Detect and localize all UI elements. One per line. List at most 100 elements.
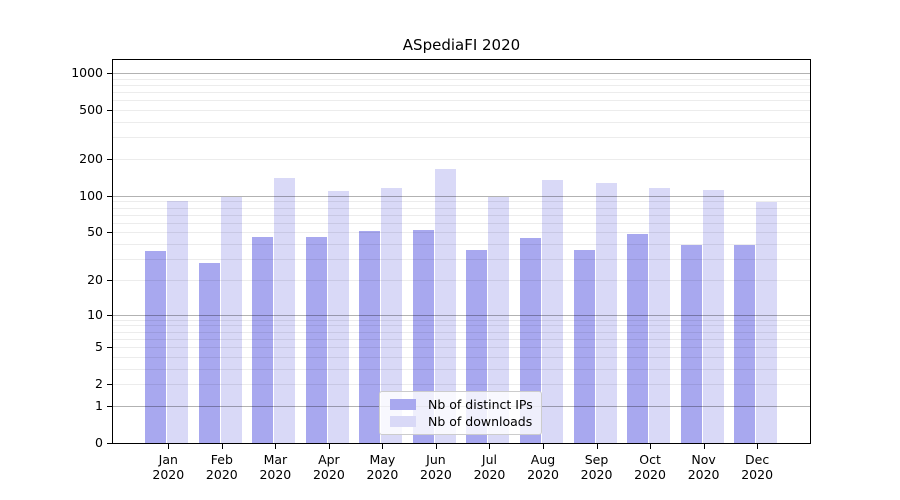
- bar-downloads-Jul-2020: [488, 197, 510, 443]
- minor-gridline: [113, 259, 810, 261]
- x-tick-mark: [543, 444, 544, 449]
- x-tick-mark: [757, 444, 759, 449]
- y-tick-mark: [107, 384, 112, 386]
- x-tick-label: Jan 2020: [152, 452, 185, 482]
- y-tick-mark: [107, 195, 112, 197]
- minor-gridline: [113, 92, 810, 94]
- y-tick-label: 2: [95, 376, 103, 392]
- y-tick-label: 10: [87, 306, 103, 322]
- x-tick-label: Oct 2020: [634, 452, 666, 482]
- x-tick-label: Aug 2020: [527, 452, 559, 482]
- x-tick-mark: [435, 444, 437, 449]
- legend-row-distinct-ips: Nb of distinct IPs: [380, 396, 541, 412]
- legend-label-distinct-ips: Nb of distinct IPs: [428, 396, 533, 412]
- bar-distinct-ips-Nov-2020: [680, 245, 702, 443]
- legend: Nb of distinct IPs Nb of downloads: [379, 391, 542, 435]
- minor-gridline: [113, 222, 810, 224]
- major-gridline: [113, 314, 810, 316]
- left-spine: [112, 59, 113, 444]
- x-tick-label: Mar 2020: [259, 452, 292, 482]
- x-tick-mark: [703, 444, 705, 449]
- minor-gridline: [113, 100, 810, 102]
- bottom-spine: [112, 443, 811, 444]
- y-tick-mark: [107, 73, 112, 75]
- x-tick-mark: [489, 444, 491, 449]
- bar-distinct-ips-May-2020: [359, 231, 381, 443]
- bar-distinct-ips-Apr-2020: [305, 236, 327, 443]
- minor-gridline: [113, 122, 810, 124]
- y-tick-label: 200: [79, 151, 103, 166]
- minor-gridline: [113, 338, 810, 340]
- chart-title: ASpediaFI 2020: [402, 36, 521, 54]
- minor-gridline: [113, 201, 810, 203]
- bar-downloads-Jun-2020: [434, 168, 456, 443]
- y-tick-mark: [107, 279, 112, 281]
- x-tick-label: Dec 2020: [741, 452, 774, 482]
- y-tick-label: 20: [87, 271, 103, 287]
- minor-gridline: [113, 214, 810, 216]
- x-tick-mark: [382, 444, 384, 449]
- x-tick-label: Nov 2020: [687, 452, 720, 482]
- x-tick-mark: [650, 444, 652, 449]
- bar-downloads-Oct-2020: [649, 187, 671, 443]
- bar-distinct-ips-Feb-2020: [198, 262, 220, 443]
- x-tick-mark: [168, 444, 170, 449]
- bar-downloads-Nov-2020: [702, 189, 724, 443]
- minor-gridline: [113, 244, 810, 246]
- y-tick-label: 1: [95, 397, 103, 413]
- x-tick-mark: [221, 444, 223, 449]
- x-tick-mark: [328, 444, 330, 449]
- minor-gridline: [113, 78, 810, 80]
- x-tick-label: Feb 2020: [205, 452, 238, 482]
- x-tick-label: Jul 2020: [473, 452, 506, 482]
- x-tick-label: Jun 2020: [420, 452, 452, 482]
- bar-downloads-Aug-2020: [542, 180, 563, 443]
- bar-downloads-Feb-2020: [220, 197, 242, 443]
- bar-downloads-Dec-2020: [756, 202, 778, 443]
- x-tick-label: Sep 2020: [580, 452, 613, 482]
- minor-gridline: [113, 207, 810, 209]
- bar-downloads-May-2020: [381, 188, 403, 443]
- right-spine: [810, 59, 811, 444]
- minor-gridline: [113, 110, 810, 112]
- major-gridline: [113, 73, 810, 75]
- bar-distinct-ips-Dec-2020: [734, 245, 756, 443]
- minor-gridline: [113, 137, 810, 139]
- y-tick-label: 1000: [71, 65, 103, 81]
- bar-downloads-Apr-2020: [327, 191, 349, 443]
- bar-downloads-Jan-2020: [167, 201, 189, 443]
- x-tick-mark: [596, 444, 598, 449]
- top-spine: [112, 59, 811, 60]
- y-tick-label: 500: [79, 102, 103, 118]
- y-tick-mark: [107, 443, 112, 444]
- y-tick-mark: [107, 110, 112, 112]
- y-tick-mark: [107, 232, 112, 234]
- minor-gridline: [113, 232, 810, 234]
- legend-label-downloads: Nb of downloads: [428, 413, 533, 429]
- x-tick-label: Apr 2020: [312, 452, 345, 482]
- minor-gridline: [113, 356, 810, 358]
- minor-gridline: [113, 368, 810, 370]
- x-tick-label: May 2020: [366, 452, 399, 482]
- minor-gridline: [113, 319, 810, 321]
- minor-gridline: [113, 331, 810, 333]
- minor-gridline: [113, 159, 810, 160]
- bar-downloads-Sep-2020: [595, 182, 617, 443]
- legend-swatch-downloads: [390, 416, 416, 427]
- y-tick-label: 100: [79, 187, 103, 203]
- x-tick-mark: [275, 444, 277, 449]
- y-tick-mark: [107, 159, 112, 160]
- y-tick-label: 5: [95, 339, 103, 355]
- y-tick-mark: [107, 405, 112, 407]
- minor-gridline: [113, 279, 810, 281]
- legend-row-downloads: Nb of downloads: [380, 413, 541, 429]
- y-tick-label: 0: [95, 435, 103, 450]
- bar-distinct-ips-Oct-2020: [627, 233, 649, 443]
- bar-distinct-ips-Sep-2020: [573, 249, 595, 443]
- y-tick-mark: [107, 347, 112, 349]
- minor-gridline: [113, 347, 810, 349]
- bar-distinct-ips-Jun-2020: [412, 230, 434, 443]
- bar-distinct-ips-Jan-2020: [145, 251, 167, 443]
- bar-downloads-Mar-2020: [274, 177, 296, 443]
